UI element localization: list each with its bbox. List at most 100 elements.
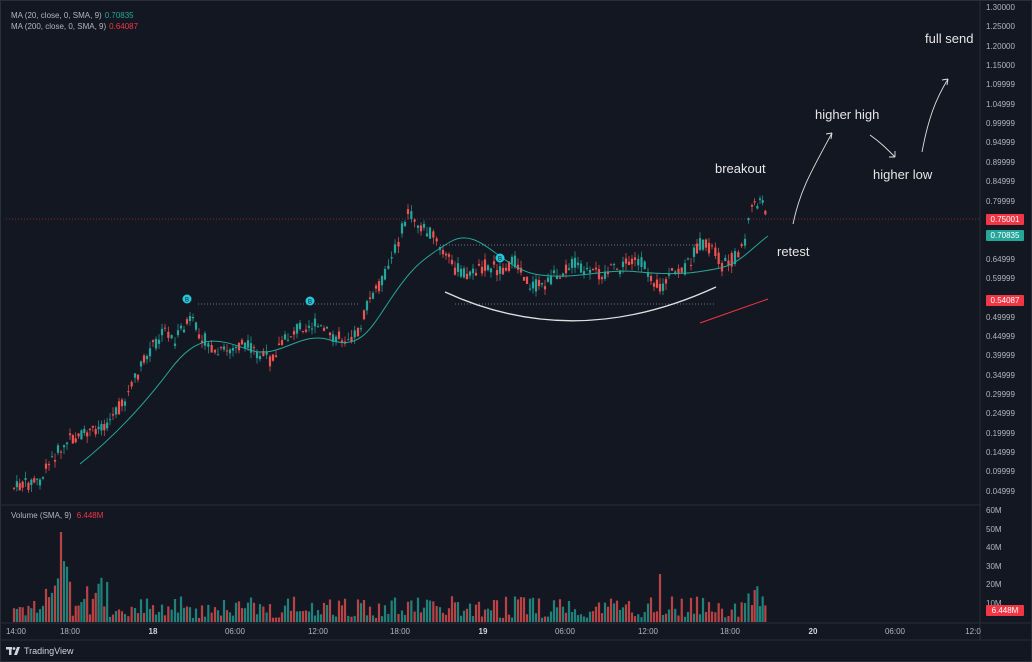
candle-body: [618, 270, 622, 275]
volume-bar: [295, 611, 299, 622]
volume-bar: [374, 617, 378, 622]
last-price-tag: 0.75001: [986, 214, 1024, 225]
candle-body: [630, 258, 634, 265]
volume-bar: [615, 600, 619, 622]
annotation-higher-low[interactable]: higher low: [873, 167, 933, 182]
price-axis-label: 1.15000: [986, 61, 1015, 71]
annotation-higher-high[interactable]: higher high: [815, 107, 880, 122]
candle-body: [680, 267, 683, 273]
candle-body: [210, 345, 213, 353]
arrow-down[interactable]: [869, 134, 896, 158]
volume-bar: [707, 601, 711, 622]
candle-body: [41, 477, 45, 479]
volume-bar: [277, 617, 281, 622]
candle-body: [68, 433, 72, 436]
volume-bar: [387, 613, 390, 622]
candle-body: [33, 478, 36, 483]
candle-body: [182, 329, 186, 333]
volume-bar: [307, 611, 311, 622]
candle-body: [507, 261, 511, 271]
price-axis-label: 0.09999: [986, 467, 1015, 477]
volume-bar: [114, 611, 118, 622]
volume-bar: [117, 609, 121, 622]
candle-body: [686, 258, 690, 260]
brand-name: TradingView: [24, 646, 74, 656]
volume-legend-label: Volume (SMA, 9): [11, 511, 72, 520]
volume-bar: [240, 608, 244, 622]
candle-body: [624, 258, 628, 264]
volume-legend[interactable]: Volume (SMA, 9) 6.448M: [11, 511, 103, 520]
marker-b-2[interactable]: B: [305, 296, 315, 306]
annotation-retest[interactable]: retest: [777, 244, 810, 259]
volume-bar: [649, 597, 653, 622]
candle-body: [225, 350, 229, 352]
marker-b-2-label: B: [308, 300, 312, 306]
volume-bar: [130, 606, 133, 622]
volume-bar: [637, 614, 640, 622]
ma20-legend[interactable]: MA (20, close, 0, SMA, 9) 0.70835: [11, 11, 134, 20]
candle-body: [145, 355, 149, 360]
price-axis-label: 1.04999: [986, 99, 1015, 109]
candles-group: [12, 195, 767, 493]
volume-bar: [612, 603, 616, 622]
arrow-up-2[interactable]: [921, 78, 949, 153]
candle-body: [758, 198, 762, 200]
volume-axis-label: 20M: [986, 580, 1002, 590]
volume-bar: [228, 612, 232, 622]
ma200-legend[interactable]: MA (200, close, 0, SMA, 9) 0.64087: [11, 22, 138, 31]
candle-body: [683, 263, 687, 275]
candle-body: [298, 322, 302, 330]
volume-bar: [640, 617, 643, 622]
volume-bar: [591, 611, 595, 622]
volume-bar: [343, 598, 347, 622]
volume-bar: [210, 612, 213, 622]
ma20-price-tag: 0.70835: [986, 230, 1024, 241]
candle-body: [283, 334, 287, 340]
volume-bar: [368, 606, 372, 622]
candle-body: [724, 257, 727, 262]
volume-bar: [453, 602, 457, 622]
arrow-head-3: [941, 78, 949, 86]
volume-bar: [120, 611, 124, 622]
candle-body: [531, 281, 535, 289]
volume-bar: [15, 608, 18, 622]
annotation-breakout[interactable]: breakout: [715, 161, 766, 176]
candle-body: [695, 243, 699, 254]
ma20-legend-label: MA (20, close, 0, SMA, 9): [11, 11, 102, 20]
candle-body: [114, 407, 118, 415]
annotation-full-send[interactable]: full send: [925, 31, 974, 46]
volume-bar: [94, 592, 97, 622]
volume-bar: [413, 611, 416, 622]
volume-bar: [588, 611, 592, 622]
candle-body: [231, 348, 235, 351]
marker-b-3[interactable]: B: [495, 253, 505, 263]
volume-bar: [537, 598, 541, 622]
candle-body: [313, 318, 317, 327]
candle-body: [163, 327, 167, 329]
volume-axis-label: 40M: [986, 543, 1002, 553]
candle-body: [643, 261, 646, 269]
volume-bar: [151, 605, 155, 622]
volume-bar: [30, 608, 33, 622]
volume-bar: [271, 617, 275, 622]
marker-b-1[interactable]: B: [182, 294, 192, 304]
rounding-bottom-arc[interactable]: [444, 286, 717, 322]
volume-bar: [337, 600, 341, 622]
time-axis-label: 12:0: [965, 627, 981, 636]
candle-body: [543, 286, 547, 290]
candle-body: [658, 283, 662, 292]
candle-body: [692, 247, 696, 257]
candle-body: [525, 276, 529, 284]
volume-bar: [347, 615, 350, 622]
volume-bar: [630, 612, 634, 622]
time-axis-label: 18:00: [719, 627, 741, 636]
candle-body: [753, 201, 756, 203]
volume-bar: [579, 614, 583, 622]
volume-bar: [585, 617, 589, 622]
candle-body: [471, 268, 475, 274]
candle-body: [191, 317, 195, 319]
volume-bar: [170, 609, 173, 622]
arrow-up-1[interactable]: [792, 132, 833, 225]
volume-bar: [450, 596, 454, 622]
